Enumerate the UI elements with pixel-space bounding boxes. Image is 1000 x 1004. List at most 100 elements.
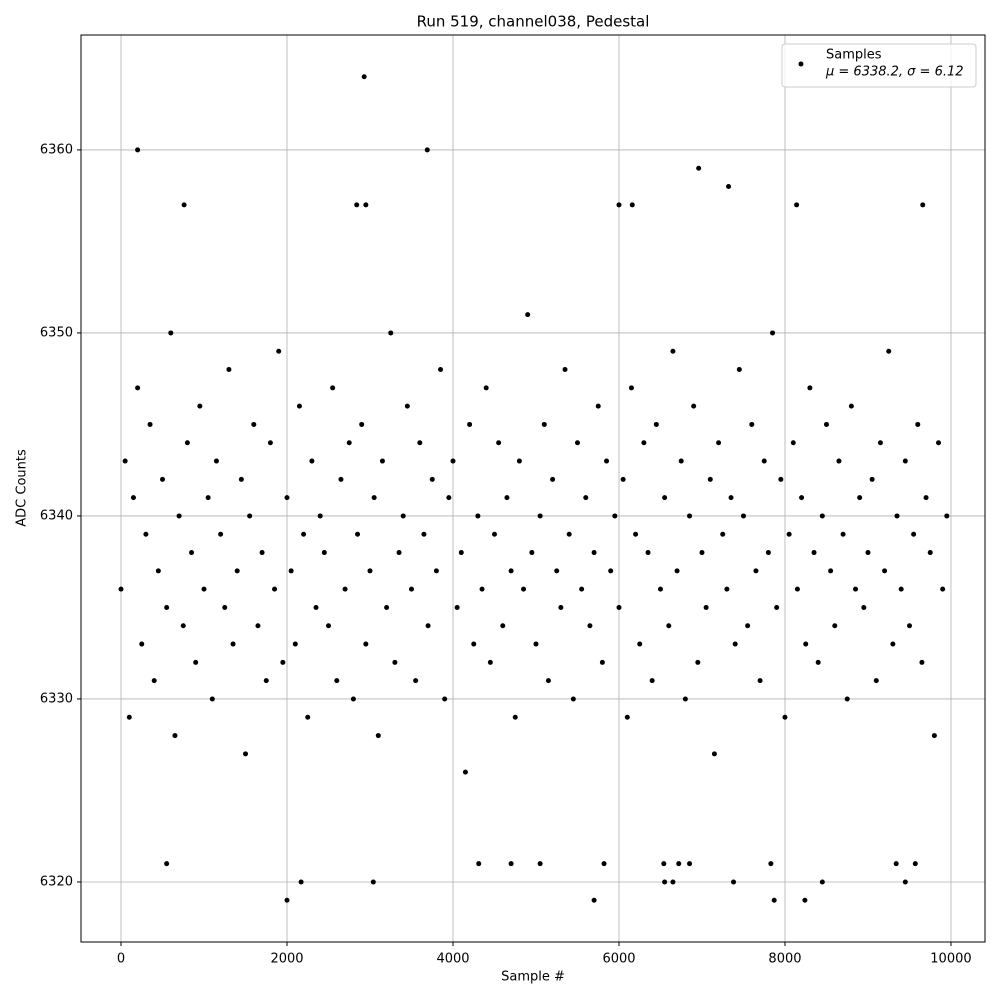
point xyxy=(533,641,539,647)
point xyxy=(408,586,414,592)
point xyxy=(438,367,444,373)
point xyxy=(848,403,854,409)
point xyxy=(541,421,547,427)
point xyxy=(491,531,497,537)
legend-stats: μ = 6338.2, σ = 6.12 xyxy=(825,65,964,80)
point xyxy=(247,513,253,519)
point xyxy=(620,476,626,482)
point xyxy=(180,623,186,629)
point xyxy=(218,531,224,537)
point xyxy=(906,623,912,629)
point xyxy=(637,641,643,647)
point xyxy=(193,659,199,665)
x-tick-label: 4000 xyxy=(436,952,469,967)
point xyxy=(350,696,356,702)
point xyxy=(794,586,800,592)
point xyxy=(676,861,682,867)
point xyxy=(263,678,269,684)
point xyxy=(612,513,618,519)
point xyxy=(462,769,468,775)
point xyxy=(209,696,215,702)
point xyxy=(172,733,178,739)
point xyxy=(558,604,564,610)
point xyxy=(649,678,655,684)
point xyxy=(267,440,273,446)
point xyxy=(562,367,568,373)
point xyxy=(894,513,900,519)
point xyxy=(370,879,376,885)
point xyxy=(500,623,506,629)
y-tick-label: 6340 xyxy=(40,508,73,523)
point xyxy=(840,531,846,537)
point xyxy=(761,458,767,464)
x-axis-label: Sample # xyxy=(501,970,565,985)
point xyxy=(238,476,244,482)
point xyxy=(944,513,950,519)
point xyxy=(940,586,946,592)
point xyxy=(201,586,207,592)
point xyxy=(807,385,813,391)
point xyxy=(920,202,926,208)
point xyxy=(587,623,593,629)
point xyxy=(583,495,589,501)
point xyxy=(736,367,742,373)
point xyxy=(521,586,527,592)
point xyxy=(786,531,792,537)
point xyxy=(305,714,311,720)
point xyxy=(276,348,282,354)
point xyxy=(122,458,128,464)
point xyxy=(707,476,713,482)
point xyxy=(545,678,551,684)
points xyxy=(118,74,950,903)
point xyxy=(893,861,899,867)
point xyxy=(898,586,904,592)
y-tick-label: 6330 xyxy=(40,691,73,706)
point xyxy=(155,568,161,574)
point xyxy=(130,495,136,501)
point xyxy=(355,531,361,537)
point xyxy=(873,678,879,684)
point xyxy=(882,568,888,574)
point xyxy=(413,678,419,684)
point xyxy=(454,604,460,610)
point xyxy=(629,202,635,208)
point xyxy=(400,513,406,519)
point xyxy=(483,385,489,391)
point xyxy=(844,696,850,702)
point xyxy=(857,495,863,501)
point xyxy=(570,696,576,702)
point xyxy=(601,861,607,867)
point xyxy=(765,550,771,556)
point xyxy=(699,550,705,556)
point xyxy=(259,550,265,556)
point xyxy=(317,513,323,519)
point xyxy=(354,202,360,208)
point xyxy=(213,458,219,464)
y-tick-label: 6320 xyxy=(40,874,73,889)
point xyxy=(662,879,668,885)
point xyxy=(678,458,684,464)
point xyxy=(363,641,369,647)
point xyxy=(424,147,430,153)
point xyxy=(931,733,937,739)
point xyxy=(529,550,535,556)
point xyxy=(608,568,614,574)
point xyxy=(255,623,261,629)
point xyxy=(936,440,942,446)
point xyxy=(388,330,394,336)
point xyxy=(720,531,726,537)
point xyxy=(334,678,340,684)
point xyxy=(716,440,722,446)
point xyxy=(591,550,597,556)
point xyxy=(168,330,174,336)
point xyxy=(823,421,829,427)
point xyxy=(923,495,929,501)
point xyxy=(296,403,302,409)
point xyxy=(645,550,651,556)
point xyxy=(189,550,195,556)
point xyxy=(292,641,298,647)
point xyxy=(911,531,917,537)
point xyxy=(682,696,688,702)
point xyxy=(599,659,605,665)
point xyxy=(574,440,580,446)
